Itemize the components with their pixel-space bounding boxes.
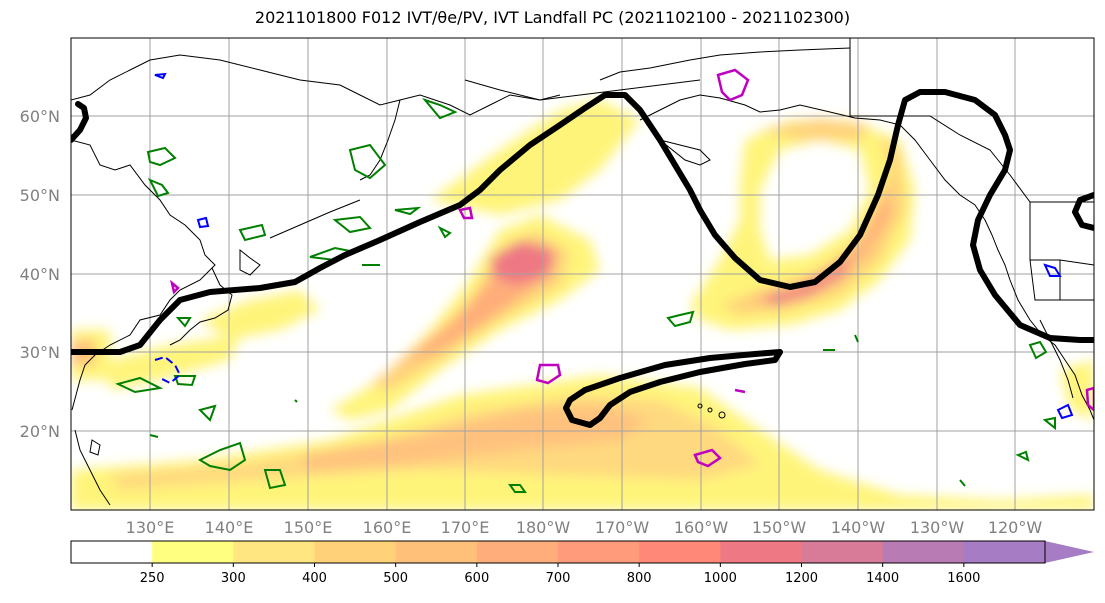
colorbar: 250 300 400 500 600 700 800 1000 1200 1400 1600 [70, 540, 1094, 586]
lon-label: 170°E [441, 518, 490, 537]
lon-label: 150°E [284, 518, 333, 537]
pv-magenta-contours [169, 68, 1094, 468]
colorbar-segment [233, 541, 315, 563]
lat-label: 50°N [20, 186, 60, 205]
lat-label: 30°N [20, 343, 60, 362]
colorbar-tick-label: 1600 [947, 571, 980, 586]
colorbar-tick-label: 1200 [785, 571, 818, 586]
lon-label: 140°W [831, 518, 886, 537]
colorbar-segment [395, 541, 478, 563]
lon-label: 120°W [988, 518, 1043, 537]
lon-label: 170°W [595, 518, 650, 537]
lon-label: 130°E [126, 518, 175, 537]
colorbar-segment [476, 541, 559, 563]
colorbar-tick-label: 400 [302, 571, 327, 586]
colorbar-segment [558, 541, 640, 563]
coastlines [71, 38, 1094, 506]
lon-label: 130°W [910, 518, 965, 537]
colorbar-extend-arrow [1045, 541, 1094, 563]
colorbar-tick-label: 250 [140, 571, 165, 586]
lon-label: 180°W [516, 518, 571, 537]
colorbar-tick-label: 1000 [704, 571, 737, 586]
lon-label: 140°E [205, 518, 254, 537]
colorbar-tick-label: 1400 [866, 571, 899, 586]
colorbar-segment [963, 541, 1046, 563]
colorbar-segment [71, 541, 153, 563]
lon-label: 160°W [674, 518, 729, 537]
colorbar-tick-label: 600 [464, 571, 489, 586]
colorbar-segment [801, 541, 884, 563]
colorbar-segment [314, 541, 397, 563]
lon-label: 150°W [752, 518, 807, 537]
theta-e-contours [71, 89, 1094, 428]
colorbar-tick-label: 700 [546, 571, 571, 586]
colorbar-segment [720, 541, 802, 563]
lon-label: 160°E [363, 518, 412, 537]
figure-title: 2021101800 F012 IVT/θe/PV, IVT Landfall … [254, 8, 851, 27]
lat-label: 20°N [20, 422, 60, 441]
latitude-labels: 60°N 50°N 40°N 30°N 20°N [20, 107, 60, 441]
lat-label: 60°N [20, 107, 60, 126]
pv-blue-contours [154, 72, 1074, 420]
colorbar-segment [152, 541, 234, 563]
lat-label: 40°N [20, 265, 60, 284]
colorbar-tick-label: 500 [383, 571, 408, 586]
colorbar-segment [639, 541, 721, 563]
colorbar-tick-label: 800 [627, 571, 652, 586]
colorbar-segment [882, 541, 965, 563]
longitude-labels: 130°E 140°E 150°E 160°E 170°E 180°W 170°… [126, 518, 1043, 537]
colorbar-tick-label: 300 [221, 571, 246, 586]
map-frame [70, 37, 1095, 511]
